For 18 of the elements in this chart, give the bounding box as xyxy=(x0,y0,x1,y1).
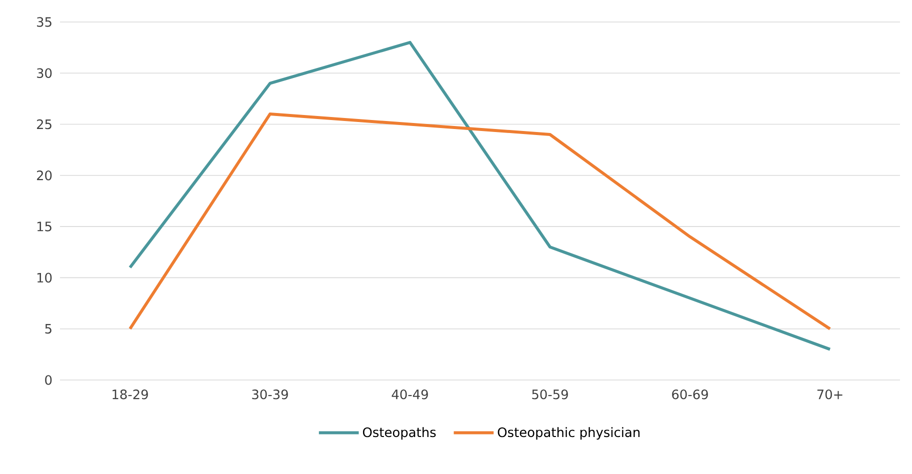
x-tick-label: 50-59 xyxy=(532,389,568,400)
x-tick-label: 30-39 xyxy=(252,389,288,400)
y-tick-label: 25 xyxy=(36,119,52,130)
y-tick-label: 10 xyxy=(37,272,52,283)
y-tick-label: 0 xyxy=(45,375,52,385)
y-tick-label: 30 xyxy=(37,68,52,78)
y-tick-label: 20 xyxy=(36,170,52,180)
y-tick-label: 5 xyxy=(45,324,52,334)
x-tick-label: 40-49 xyxy=(392,389,428,400)
y-tick-label: 15 xyxy=(37,222,52,232)
x-tick-label: 70+ xyxy=(817,389,842,400)
y-tick-label: 35 xyxy=(37,17,52,27)
line-series xyxy=(128,40,832,351)
x-tick-label: 60-69 xyxy=(672,389,708,400)
line-series xyxy=(128,112,832,330)
legend-label: Osteopathic physician xyxy=(498,427,640,440)
legend-label: Osteopaths xyxy=(362,427,436,440)
x-tick-label: 18-29 xyxy=(112,389,148,400)
